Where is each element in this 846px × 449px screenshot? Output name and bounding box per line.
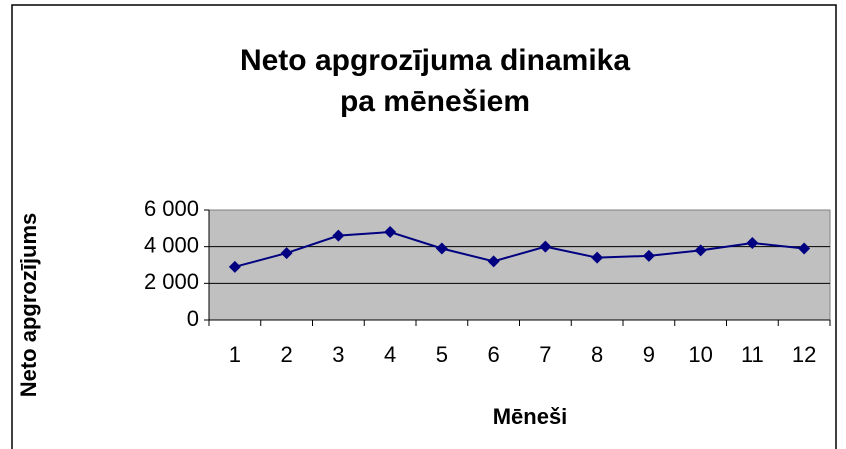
x-tick-label: 11 — [741, 342, 764, 367]
x-tick-label: 6 — [488, 342, 500, 367]
chart-title: pa mēnešiem — [340, 85, 530, 118]
data-point — [280, 247, 293, 260]
data-point — [487, 255, 500, 268]
x-tick-label: 9 — [643, 342, 655, 367]
y-axis-title: Neto apgrozījums — [16, 213, 41, 398]
chart-frame — [11, 4, 837, 449]
x-tick-label: 3 — [332, 342, 344, 367]
x-tick-label: 7 — [539, 342, 551, 367]
data-point — [642, 249, 655, 262]
x-tick-label: 8 — [591, 342, 603, 367]
x-tick-label: 1 — [229, 342, 241, 367]
x-tick-label: 5 — [436, 342, 448, 367]
y-tick-label: 2 000 — [144, 269, 199, 294]
data-point — [539, 240, 552, 253]
x-tick-label: 4 — [384, 342, 396, 367]
plot-area — [208, 209, 831, 321]
data-point — [798, 242, 811, 255]
y-tick-label: 4 000 — [144, 232, 199, 257]
x-tick-label: 2 — [281, 342, 293, 367]
data-point — [746, 237, 759, 249]
x-tick-label: 10 — [688, 342, 712, 367]
y-tick-label: 0 — [187, 306, 199, 331]
series-line — [234, 230, 805, 268]
y-tick-label: 6 000 — [144, 196, 199, 221]
x-tick-label: 12 — [792, 342, 816, 367]
data-point — [332, 229, 345, 242]
data-point — [694, 244, 707, 257]
data-point — [591, 251, 604, 264]
data-point — [228, 260, 241, 273]
x-axis-title: Mēneši — [493, 404, 568, 429]
data-point — [435, 242, 448, 255]
data-point — [384, 226, 397, 238]
chart-title: Neto apgrozījuma dinamika — [240, 44, 630, 77]
